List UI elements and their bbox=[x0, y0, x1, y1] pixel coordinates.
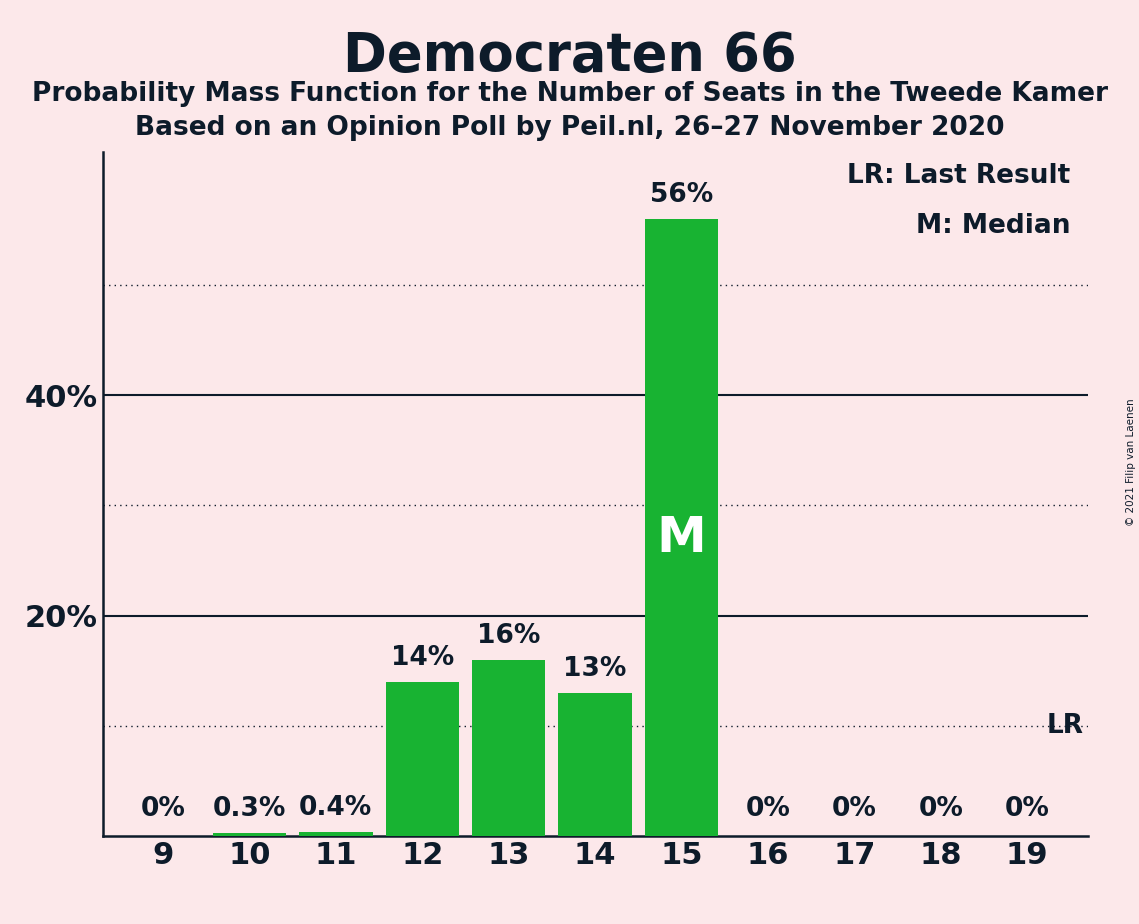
Bar bbox=[472, 660, 546, 836]
Bar bbox=[645, 219, 719, 836]
Text: 0%: 0% bbox=[140, 796, 186, 821]
Text: LR: Last Result: LR: Last Result bbox=[847, 164, 1071, 189]
Text: 13%: 13% bbox=[564, 656, 626, 682]
Text: 14%: 14% bbox=[391, 645, 454, 671]
Text: © 2021 Filip van Laenen: © 2021 Filip van Laenen bbox=[1125, 398, 1136, 526]
Bar bbox=[213, 833, 286, 836]
Text: Based on an Opinion Poll by Peil.nl, 26–27 November 2020: Based on an Opinion Poll by Peil.nl, 26–… bbox=[134, 115, 1005, 140]
Text: 56%: 56% bbox=[650, 182, 713, 208]
Bar bbox=[558, 693, 632, 836]
Bar bbox=[385, 682, 459, 836]
Text: LR: LR bbox=[1047, 713, 1083, 739]
Text: 0.4%: 0.4% bbox=[300, 795, 372, 821]
Text: Democraten 66: Democraten 66 bbox=[343, 30, 796, 81]
Text: 0%: 0% bbox=[1005, 796, 1050, 821]
Text: 16%: 16% bbox=[477, 623, 540, 649]
Text: M: M bbox=[657, 515, 706, 563]
Text: 0%: 0% bbox=[918, 796, 964, 821]
Text: 0%: 0% bbox=[831, 796, 877, 821]
Text: 0.3%: 0.3% bbox=[213, 796, 286, 821]
Text: M: Median: M: Median bbox=[916, 213, 1071, 239]
Text: Probability Mass Function for the Number of Seats in the Tweede Kamer: Probability Mass Function for the Number… bbox=[32, 81, 1107, 107]
Bar bbox=[300, 832, 372, 836]
Text: 0%: 0% bbox=[746, 796, 790, 821]
